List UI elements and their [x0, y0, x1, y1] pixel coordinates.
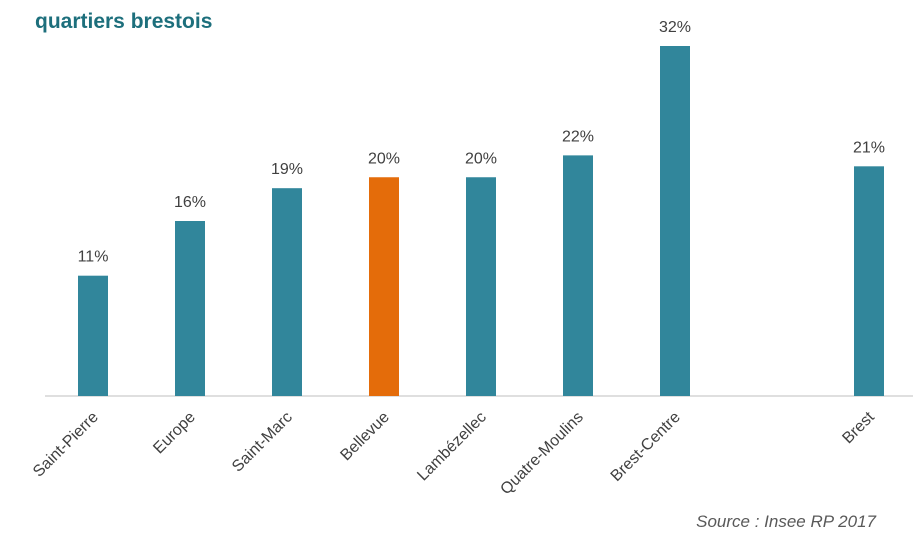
bar	[175, 221, 205, 396]
data-label: 16%	[174, 194, 206, 211]
bar	[78, 275, 108, 396]
data-label: 20%	[465, 150, 497, 167]
bar	[466, 177, 496, 396]
data-label: 21%	[853, 139, 885, 156]
bar	[272, 188, 302, 396]
bar	[369, 177, 399, 396]
data-label: 22%	[562, 128, 594, 145]
data-label: 20%	[368, 150, 400, 167]
x-tick-label: Saint-Pierre	[30, 409, 102, 481]
bar	[660, 46, 690, 396]
bar	[563, 155, 593, 396]
x-tick-label: Brest-Centre	[608, 409, 684, 485]
chart-title: quartiers brestois	[35, 10, 212, 33]
data-label: 11%	[78, 249, 109, 266]
source-note: Source : Insee RP 2017	[696, 512, 876, 531]
x-tick-label: Lambézellec	[414, 409, 490, 485]
data-label: 19%	[271, 161, 303, 178]
x-tick-label: Europe	[150, 409, 199, 458]
x-tick-label: Bellevue	[337, 409, 392, 464]
x-tick-label: Saint-Marc	[229, 409, 296, 476]
bar	[854, 166, 884, 396]
data-label: 32%	[659, 19, 691, 36]
x-tick-label: Brest	[839, 408, 878, 447]
x-tick-label: Quatre-Moulins	[497, 409, 586, 498]
